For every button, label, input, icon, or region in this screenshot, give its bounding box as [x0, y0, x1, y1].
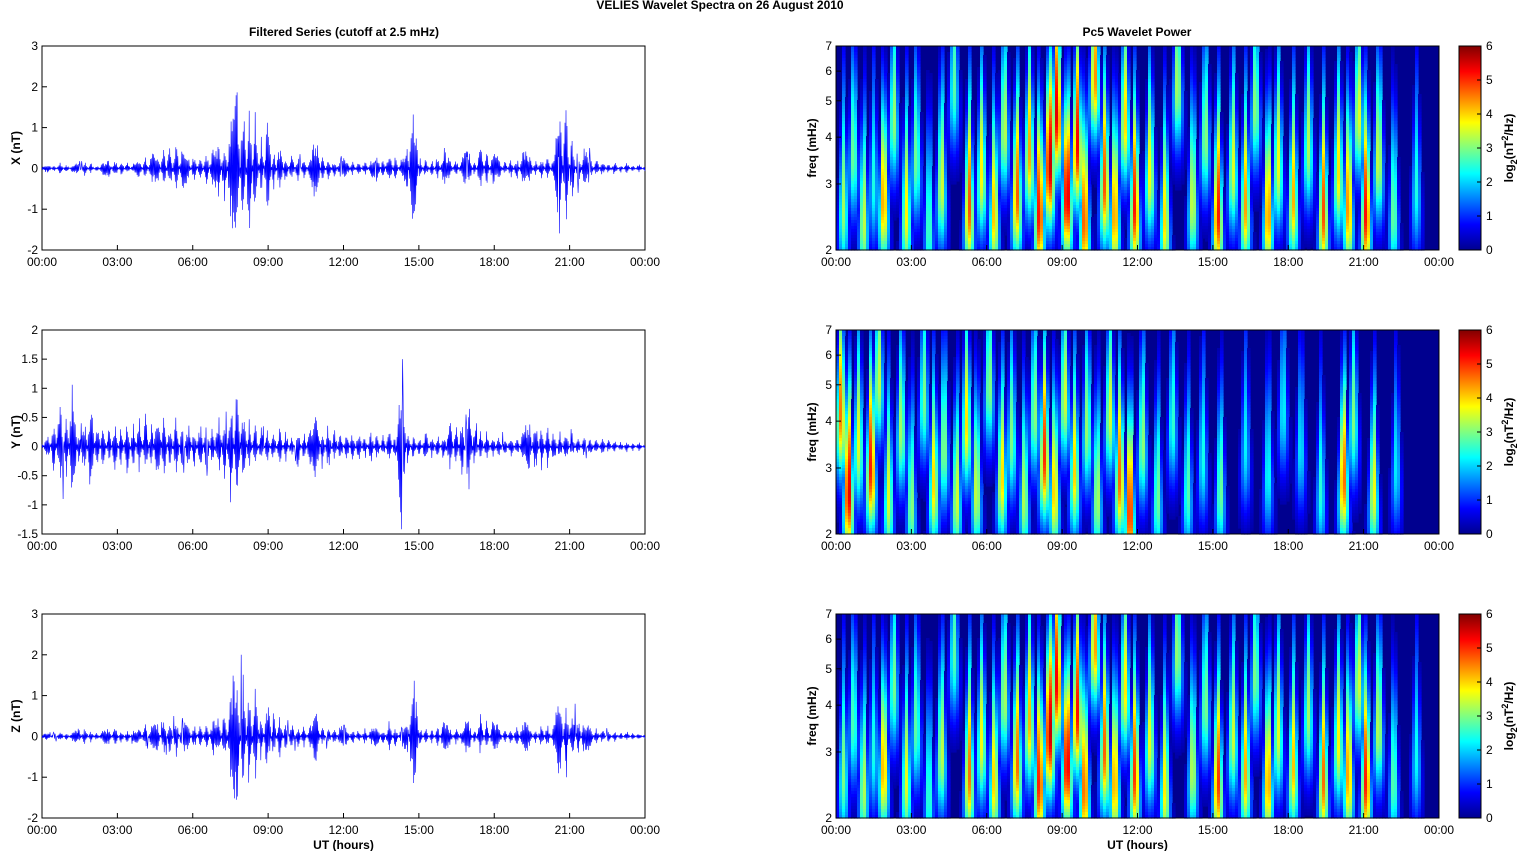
series-xtick-label: 18:00 — [479, 255, 509, 269]
series-xtick-label: 00:00 — [630, 255, 660, 269]
filtered-series-title: Filtered Series (cutoff at 2.5 mHz) — [249, 25, 439, 39]
ytick-label: 3 — [31, 39, 38, 53]
ytick-label: 1 — [31, 121, 38, 135]
series-xtick-label: 12:00 — [328, 255, 358, 269]
series-xtick-label: 21:00 — [555, 255, 585, 269]
ytick-label: 0 — [31, 161, 38, 175]
ytick-label: 2 — [31, 80, 38, 94]
heatmap-cell — [956, 178, 960, 182]
series-xtick-label: 09:00 — [253, 255, 283, 269]
series-xtick-label: 03:00 — [102, 255, 132, 269]
series-xtick-label: 15:00 — [404, 255, 434, 269]
series-xtick-label: 00:00 — [27, 255, 57, 269]
ytick-label: -1 — [27, 202, 38, 216]
series-ylabel: X (nT) — [9, 131, 23, 165]
wavelet-power-title: Pc5 Wavelet Power — [1083, 25, 1192, 39]
series-xtick-label: 06:00 — [178, 255, 208, 269]
plot-frame — [42, 46, 645, 250]
figure-title: VELIES Wavelet Spectra on 26 August 2010 — [596, 0, 844, 12]
